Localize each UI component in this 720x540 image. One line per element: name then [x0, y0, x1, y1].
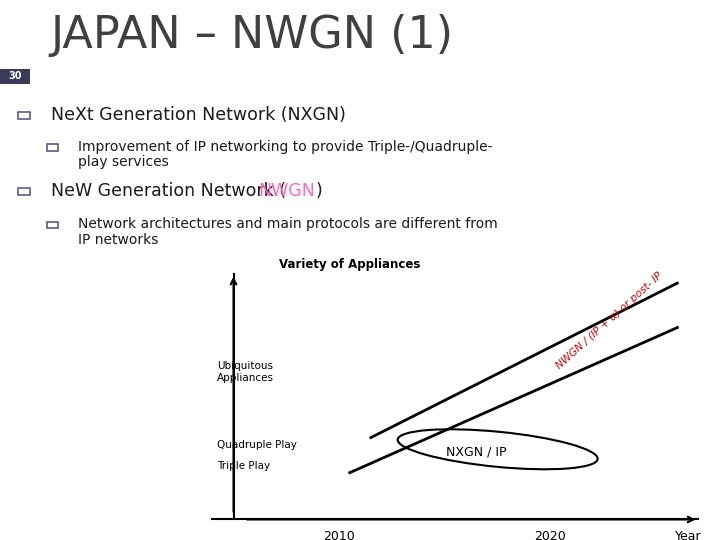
Bar — [18, 112, 30, 119]
Text: NWGN / (IP + α) or post- IP: NWGN / (IP + α) or post- IP — [554, 271, 665, 371]
Text: 30: 30 — [9, 71, 22, 81]
Text: JAPAN – NWGN (1): JAPAN – NWGN (1) — [50, 14, 454, 57]
Text: play services: play services — [78, 155, 169, 169]
Text: Quadruple Play: Quadruple Play — [217, 440, 297, 450]
Text: Year: Year — [675, 530, 701, 540]
Text: 2010: 2010 — [323, 530, 355, 540]
Text: Network architectures and main protocols are different from: Network architectures and main protocols… — [78, 217, 498, 231]
Text: NeW Generation Network (: NeW Generation Network ( — [51, 182, 287, 200]
Bar — [47, 144, 58, 151]
Text: 2020: 2020 — [535, 530, 567, 540]
Text: Improvement of IP networking to provide Triple-/Quadruple-: Improvement of IP networking to provide … — [78, 140, 492, 154]
Text: IP networks: IP networks — [78, 233, 158, 247]
Text: Variety of Appliances: Variety of Appliances — [279, 259, 420, 272]
Bar — [47, 222, 58, 228]
Bar — [0, 69, 30, 84]
Text: Triple Play: Triple Play — [217, 461, 270, 471]
Text: NeXt Generation Network (NXGN): NeXt Generation Network (NXGN) — [51, 106, 346, 124]
Bar — [18, 188, 30, 195]
Text: NXGN / IP: NXGN / IP — [446, 445, 507, 458]
Text: ): ) — [315, 182, 322, 200]
Text: Ubiquitous
Appliances: Ubiquitous Appliances — [217, 361, 274, 383]
Text: NWGN: NWGN — [258, 182, 315, 200]
